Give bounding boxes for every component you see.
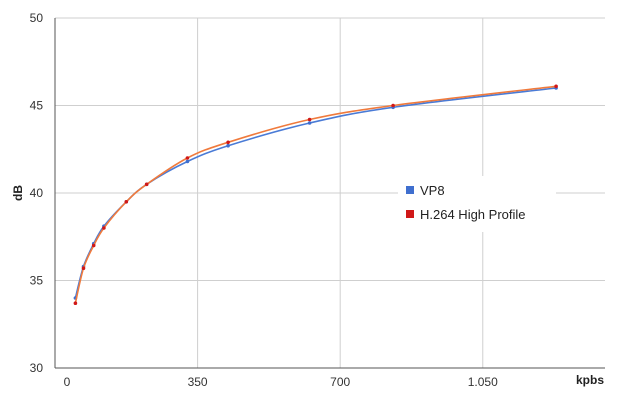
data-point — [102, 226, 106, 230]
data-point — [124, 200, 129, 204]
y-tick-label: 40 — [30, 186, 44, 200]
y-tick-label: 35 — [30, 274, 44, 288]
y-tick-label: 45 — [30, 99, 44, 113]
data-point — [73, 301, 78, 306]
data-point — [307, 121, 312, 125]
data-point — [81, 266, 86, 271]
data-point — [185, 156, 190, 160]
x-tick-labels: 0 350 700 1.050 — [64, 375, 498, 389]
data-point — [226, 140, 230, 145]
x-tick-label: 700 — [330, 375, 350, 389]
x-tick-label: 0 — [64, 375, 71, 389]
x-tick-label: 350 — [188, 375, 208, 389]
series — [73, 84, 558, 306]
data-point — [91, 243, 96, 248]
data-point — [144, 182, 149, 187]
series-line — [74, 85, 557, 304]
data-point — [391, 103, 395, 108]
data-point — [226, 143, 230, 148]
axes — [54, 18, 605, 369]
legend: VP8 H.264 High Profile — [398, 176, 556, 232]
legend-label-h264: H.264 High Profile — [420, 207, 526, 222]
series-h264 — [73, 84, 558, 306]
legend-swatch-h264 — [406, 210, 414, 218]
x-tick-label: 1.050 — [468, 375, 498, 389]
legend-label-vp8: VP8 — [420, 183, 445, 198]
legend-swatch-vp8 — [406, 186, 414, 194]
y-tick-label: 50 — [30, 11, 44, 25]
y-axis-title: dB — [11, 185, 25, 201]
y-tick-labels: 30 35 40 45 50 — [30, 11, 44, 375]
legend-background — [398, 176, 556, 232]
data-point — [554, 84, 558, 89]
grid — [55, 17, 605, 368]
y-tick-label: 30 — [30, 361, 44, 375]
data-point — [307, 117, 312, 122]
data-point — [185, 159, 190, 164]
x-axis-title: kpbs — [576, 373, 604, 387]
